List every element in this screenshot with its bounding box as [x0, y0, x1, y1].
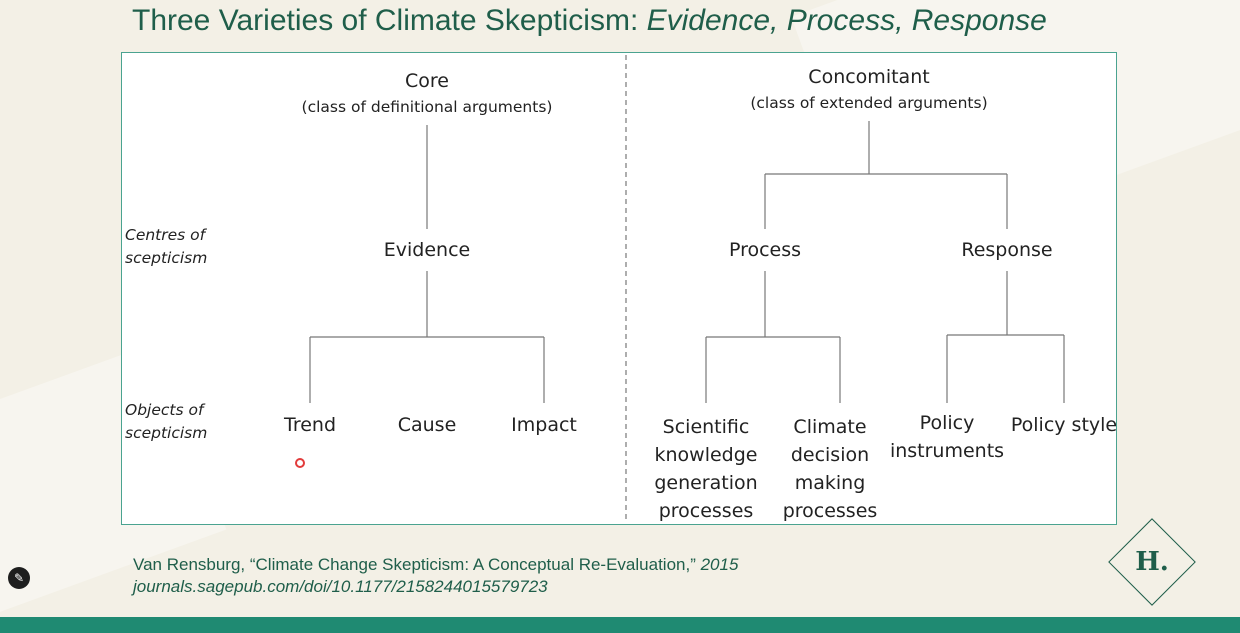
- citation-year: 2015: [700, 555, 739, 574]
- node-text-line: processes: [782, 500, 878, 522]
- row-label-objects: Objects of scepticism: [125, 399, 207, 445]
- node-policy-instruments: Policy instruments: [890, 409, 1004, 465]
- concomitant-sublabel: (class of extended arguments): [750, 94, 988, 112]
- node-text-line: generation: [654, 472, 758, 494]
- node-text-line: making: [794, 472, 866, 494]
- core-label: Core: [405, 70, 449, 92]
- row-label-line: Objects of: [125, 401, 204, 419]
- row-label-centres: Centres of scepticism: [125, 224, 207, 270]
- node-policy-style: Policy style: [1010, 414, 1118, 436]
- node-process: Process: [728, 239, 802, 261]
- citation-url: journals.sagepub.com/doi/10.1177/2158244…: [133, 577, 548, 596]
- core-sublabel: (class of definitional arguments): [301, 98, 553, 116]
- node-text-line: Climate: [793, 416, 867, 438]
- footer-bar: [0, 617, 1240, 633]
- title-italic: Evidence, Process, Response: [646, 4, 1047, 37]
- cursor-indicator: [295, 458, 305, 468]
- concomitant-label: Concomitant: [808, 66, 930, 88]
- node-text-line: processes: [658, 500, 754, 522]
- pencil-icon[interactable]: ✎: [8, 567, 30, 589]
- logo-letter: H.: [1135, 547, 1169, 577]
- diagram-panel: Core (class of definitional arguments) C…: [121, 52, 1117, 525]
- node-cause: Cause: [397, 414, 457, 436]
- tree-connectors: [309, 55, 1065, 522]
- node-text-line: Policy: [919, 412, 975, 434]
- citation-line-1: Van Rensburg, “Climate Change Skepticism…: [133, 554, 738, 576]
- node-climate-decision: Climate decision making processes: [783, 413, 878, 525]
- brand-logo: H.: [1108, 518, 1196, 606]
- node-text-line: Scientific: [662, 416, 750, 438]
- slide-title: Three Varieties of Climate Skepticism: E…: [132, 4, 1047, 38]
- node-impact: Impact: [511, 414, 577, 436]
- row-label-line: scepticism: [125, 249, 208, 267]
- row-label-line: scepticism: [125, 424, 208, 442]
- title-main: Three Varieties of Climate Skepticism:: [132, 4, 647, 37]
- node-trend: Trend: [284, 414, 336, 436]
- node-response: Response: [961, 239, 1053, 261]
- citation-text: Van Rensburg, “Climate Change Skepticism…: [133, 555, 701, 574]
- node-text-line: decision: [790, 444, 870, 466]
- citation: Van Rensburg, “Climate Change Skepticism…: [133, 554, 738, 598]
- node-evidence: Evidence: [383, 239, 471, 261]
- node-text-line: instruments: [889, 440, 1005, 462]
- node-scientific-knowledge: Scientific knowledge generation processe…: [654, 413, 757, 525]
- node-text-line: knowledge: [654, 444, 758, 466]
- row-label-line: Centres of: [125, 226, 206, 244]
